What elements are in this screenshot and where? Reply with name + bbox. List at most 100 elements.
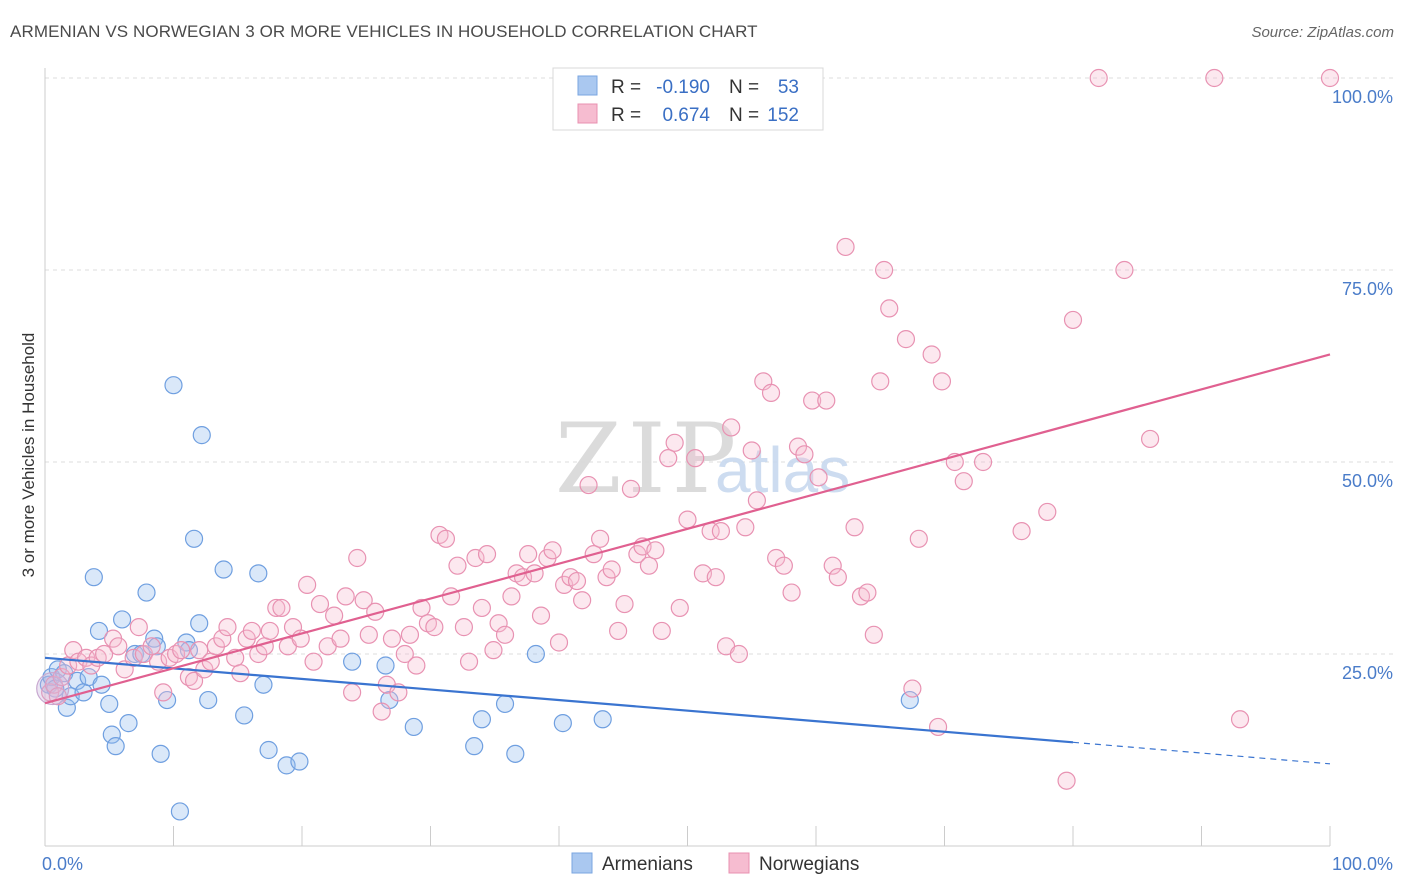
- trend-armenians-extension: [1072, 741, 1331, 765]
- point-norwegians: [639, 556, 659, 575]
- point-norwegians: [142, 637, 161, 656]
- point-armenians: [137, 583, 156, 602]
- point-armenians: [235, 706, 254, 725]
- point-armenians: [100, 694, 119, 714]
- point-norwegians: [579, 475, 598, 495]
- point-norwegians: [711, 522, 731, 541]
- point-norwegians: [1140, 429, 1160, 449]
- point-norwegians: [803, 391, 822, 410]
- y-tick-label: 100.0%: [1332, 87, 1393, 107]
- x-tick-labels: 0.0% 100.0%: [42, 854, 1393, 874]
- point-norwegians: [1230, 710, 1250, 729]
- point-norwegians: [678, 510, 697, 529]
- point-norwegians: [615, 594, 634, 614]
- point-norwegians: [359, 625, 378, 644]
- point-armenians: [290, 752, 309, 771]
- point-norwegians: [400, 625, 420, 644]
- point-norwegians: [310, 594, 330, 614]
- point-norwegians: [864, 625, 883, 644]
- point-norwegians: [1320, 68, 1340, 88]
- point-norwegians: [272, 598, 291, 618]
- point-armenians: [553, 714, 572, 733]
- correlation-legend: R = -0.190 N = 53 R = 0.674 N = 152: [552, 67, 824, 131]
- point-norwegians: [922, 345, 941, 364]
- point-norwegians: [213, 629, 232, 648]
- point-armenians: [192, 426, 211, 445]
- point-norwegians: [896, 330, 916, 349]
- point-armenians: [89, 621, 109, 641]
- point-armenians: [106, 737, 125, 756]
- point-norwegians: [502, 587, 521, 606]
- point-norwegians: [267, 598, 286, 618]
- point-armenians: [404, 717, 423, 737]
- point-norwegians: [331, 629, 350, 648]
- point-norwegians: [602, 560, 621, 579]
- watermark-atlas: atlas: [715, 434, 850, 506]
- point-norwegians: [686, 449, 705, 468]
- point-norwegians: [1038, 502, 1057, 522]
- point-armenians: [184, 529, 204, 548]
- point-norwegians: [1089, 68, 1108, 88]
- point-norwegians: [354, 591, 373, 610]
- gridlines: [45, 77, 1395, 655]
- point-norwegians: [747, 491, 766, 510]
- point-armenians: [112, 610, 132, 629]
- y-axis-label: 3 or more Vehicles in Household: [19, 333, 38, 578]
- point-norwegians: [729, 644, 749, 664]
- point-norwegians: [531, 606, 551, 625]
- point-norwegians: [477, 545, 497, 564]
- point-norwegians: [621, 479, 641, 498]
- point-norwegians: [495, 625, 515, 644]
- point-norwegians: [260, 621, 279, 641]
- point-norwegians: [609, 621, 628, 641]
- point-norwegians: [722, 418, 741, 437]
- point-norwegians: [828, 568, 847, 587]
- point-norwegians: [909, 529, 928, 548]
- point-norwegians: [255, 637, 274, 656]
- point-norwegians: [1012, 522, 1031, 541]
- point-norwegians: [382, 629, 402, 648]
- point-armenians: [343, 652, 362, 671]
- legend-n-label: N =: [729, 77, 759, 98]
- point-norwegians: [706, 568, 725, 587]
- point-norwegians: [436, 529, 456, 548]
- chart-title: ARMENIAN VS NORWEGIAN 3 OR MORE VEHICLES…: [10, 22, 758, 41]
- point-norwegians: [836, 237, 855, 257]
- point-armenians: [199, 690, 218, 710]
- point-norwegians: [484, 641, 503, 660]
- point-armenians: [254, 675, 273, 694]
- point-norwegians: [646, 541, 665, 560]
- point-norwegians: [44, 675, 64, 694]
- point-norwegians: [858, 583, 877, 602]
- point-norwegians: [817, 391, 836, 410]
- point-norwegians: [736, 518, 755, 537]
- point-norwegians: [880, 299, 899, 318]
- point-norwegians: [932, 372, 952, 391]
- point-armenians: [84, 568, 103, 587]
- point-armenians: [900, 690, 919, 710]
- x-tick-label: 0.0%: [42, 854, 83, 874]
- point-norwegians: [109, 637, 128, 656]
- point-armenians: [151, 744, 170, 763]
- point-norwegians: [459, 652, 479, 671]
- point-norwegians: [567, 571, 587, 591]
- trend-armenians: [44, 656, 1074, 744]
- point-norwegians: [298, 575, 317, 594]
- point-armenians: [376, 656, 395, 675]
- point-norwegians: [325, 606, 344, 625]
- point-norwegians: [875, 260, 894, 280]
- point-norwegians: [845, 518, 864, 537]
- point-norwegians: [218, 618, 237, 637]
- point-armenians: [465, 737, 484, 756]
- legend-r-value: 0.674: [662, 105, 710, 126]
- point-armenians: [190, 614, 209, 633]
- legend-swatch: [577, 75, 598, 96]
- point-norwegians: [903, 679, 922, 698]
- series-legend: Armenians Norwegians: [571, 852, 859, 875]
- point-norwegians: [454, 618, 474, 637]
- trend-lines: [44, 353, 1331, 765]
- point-norwegians: [809, 468, 828, 487]
- point-norwegians: [242, 621, 261, 641]
- point-norwegians: [412, 598, 431, 618]
- source-credit: Source: ZipAtlas.com: [1251, 24, 1394, 41]
